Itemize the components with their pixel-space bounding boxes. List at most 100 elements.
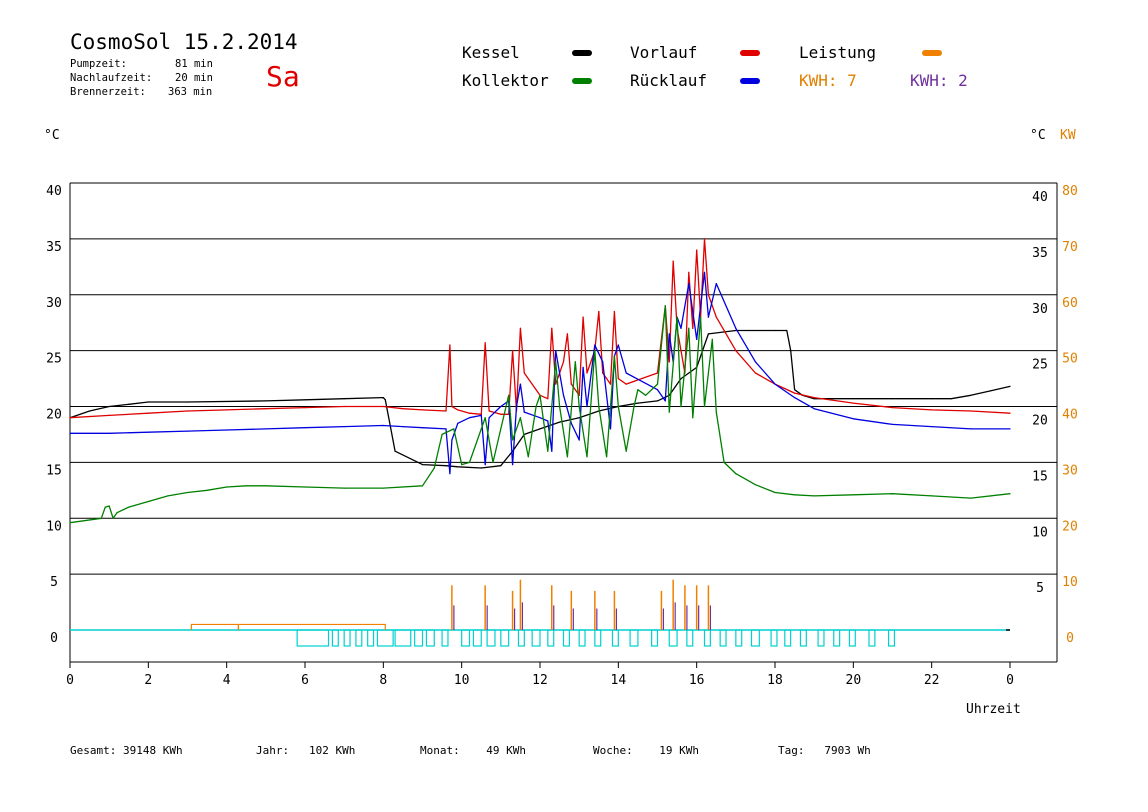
pump-pulse xyxy=(686,629,694,647)
y-tick-label-left: 25 xyxy=(46,352,62,367)
pump-pulse xyxy=(719,629,727,647)
data-point-ruecklauf xyxy=(445,428,447,430)
pump-pulse xyxy=(887,629,896,647)
data-point-vorlauf xyxy=(147,412,149,414)
y-tick-label-left: 40 xyxy=(46,184,62,199)
data-point-ruecklauf xyxy=(754,361,757,363)
y-tick-label-right-c: 30 xyxy=(1032,302,1048,317)
data-point-kessel xyxy=(735,329,737,332)
y-tick-label-right-kw: 10 xyxy=(1062,575,1078,590)
data-point-kollektor xyxy=(664,305,666,307)
data-point-kollektor xyxy=(500,428,502,430)
footer-value: 7903 Wh xyxy=(824,744,871,757)
data-point-ruecklauf xyxy=(304,427,306,429)
data-point-kollektor xyxy=(1009,493,1011,495)
data-point-ruecklauf xyxy=(774,383,776,385)
data-point-vorlauf xyxy=(484,342,486,344)
data-point-kollektor xyxy=(656,383,659,385)
data-point-kollektor xyxy=(245,485,247,487)
data-point-ruecklauf xyxy=(515,405,518,408)
legend-kwh-orange: KWH: 7 xyxy=(799,71,857,90)
x-tick-label: 0 xyxy=(66,673,74,688)
data-point-kollektor xyxy=(574,361,576,363)
data-point-kollektor xyxy=(468,461,471,463)
data-point-kollektor xyxy=(700,316,702,318)
pump-pulse xyxy=(817,629,825,647)
data-point-ruecklauf xyxy=(562,394,565,396)
series-ruecklauf xyxy=(70,271,1010,475)
data-point-kessel xyxy=(480,467,482,469)
legend-kwh-purple: KWH: 2 xyxy=(910,71,968,90)
y-tick-label-right-c: 15 xyxy=(1032,469,1048,484)
data-point-ruecklauf xyxy=(147,431,149,433)
pump-pulse xyxy=(486,629,496,647)
data-point-kollektor xyxy=(633,405,635,408)
data-point-vorlauf xyxy=(668,361,670,363)
data-point-ruecklauf xyxy=(578,439,580,441)
stat-label: Brennerzeit: xyxy=(70,86,146,98)
data-point-kollektor xyxy=(970,497,972,499)
data-point-kollektor xyxy=(108,505,110,507)
data-point-vorlauf xyxy=(69,417,71,419)
pump-pulse xyxy=(394,629,412,647)
x-tick-label: 22 xyxy=(924,673,940,688)
data-point-kollektor xyxy=(112,517,114,519)
data-point-kollektor xyxy=(304,486,306,488)
data-point-kessel xyxy=(539,428,541,430)
data-point-kessel xyxy=(707,333,710,335)
data-point-ruecklauf xyxy=(468,417,471,419)
data-point-kessel xyxy=(786,329,788,332)
data-point-vorlauf xyxy=(794,392,796,394)
data-point-vorlauf xyxy=(735,350,737,352)
y-tick-label-right-kw: 30 xyxy=(1062,463,1078,478)
data-point-vorlauf xyxy=(382,405,384,408)
data-point-kollektor xyxy=(668,411,670,413)
data-point-kollektor xyxy=(128,506,130,508)
y-tick-label-left: 10 xyxy=(46,519,62,534)
footer-value: 39148 KWh xyxy=(122,744,183,757)
data-point-ruecklauf xyxy=(382,424,384,427)
y-tick-label-left: 20 xyxy=(46,408,62,423)
data-point-vorlauf xyxy=(343,405,345,408)
footer-value: 49 KWh xyxy=(486,744,526,757)
data-point-kessel xyxy=(394,450,396,452)
x-tick-label: 20 xyxy=(846,673,862,688)
y-tick-label-right-kw: 0 xyxy=(1066,631,1074,646)
data-point-vorlauf xyxy=(108,414,110,416)
series-kollektor xyxy=(69,305,1011,524)
data-point-kessel xyxy=(637,402,639,404)
pump-pulse xyxy=(651,629,659,647)
pump-pulse xyxy=(668,629,678,647)
data-point-kollektor xyxy=(167,495,169,497)
footer-woche: Woche: 19 KWh xyxy=(593,744,699,757)
data-point-ruecklauf xyxy=(402,426,404,428)
data-point-kessel xyxy=(382,397,384,399)
data-point-kollektor xyxy=(100,517,102,519)
data-point-kessel xyxy=(790,350,792,352)
stat-value: 20 min xyxy=(175,72,213,84)
data-point-kollektor xyxy=(527,456,529,458)
data-point-vorlauf xyxy=(656,372,659,374)
data-point-kessel xyxy=(500,465,502,467)
data-point-kollektor xyxy=(519,417,522,419)
stat-pumpzeit: Pumpzeit: 81 min xyxy=(70,58,213,70)
data-point-kollektor xyxy=(774,491,776,494)
stat-label: Pumpzeit: xyxy=(70,58,127,70)
data-point-ruecklauf xyxy=(668,333,670,335)
pump-pulse xyxy=(441,629,449,647)
data-point-vorlauf xyxy=(421,409,424,411)
data-point-kollektor xyxy=(69,522,71,524)
data-point-vorlauf xyxy=(457,409,459,411)
data-point-kessel xyxy=(421,464,424,466)
data-point-ruecklauf xyxy=(519,383,522,385)
data-point-vorlauf xyxy=(562,361,565,363)
data-point-ruecklauf xyxy=(813,408,815,410)
y-tick-label-right-c: 40 xyxy=(1032,190,1048,205)
y-tick-label-right-kw: 40 xyxy=(1062,408,1078,423)
data-point-ruecklauf xyxy=(609,428,612,430)
data-point-ruecklauf xyxy=(664,400,666,402)
data-point-kollektor xyxy=(617,405,619,408)
y-tick-label-left: 35 xyxy=(46,240,62,255)
data-point-vorlauf xyxy=(555,383,557,385)
